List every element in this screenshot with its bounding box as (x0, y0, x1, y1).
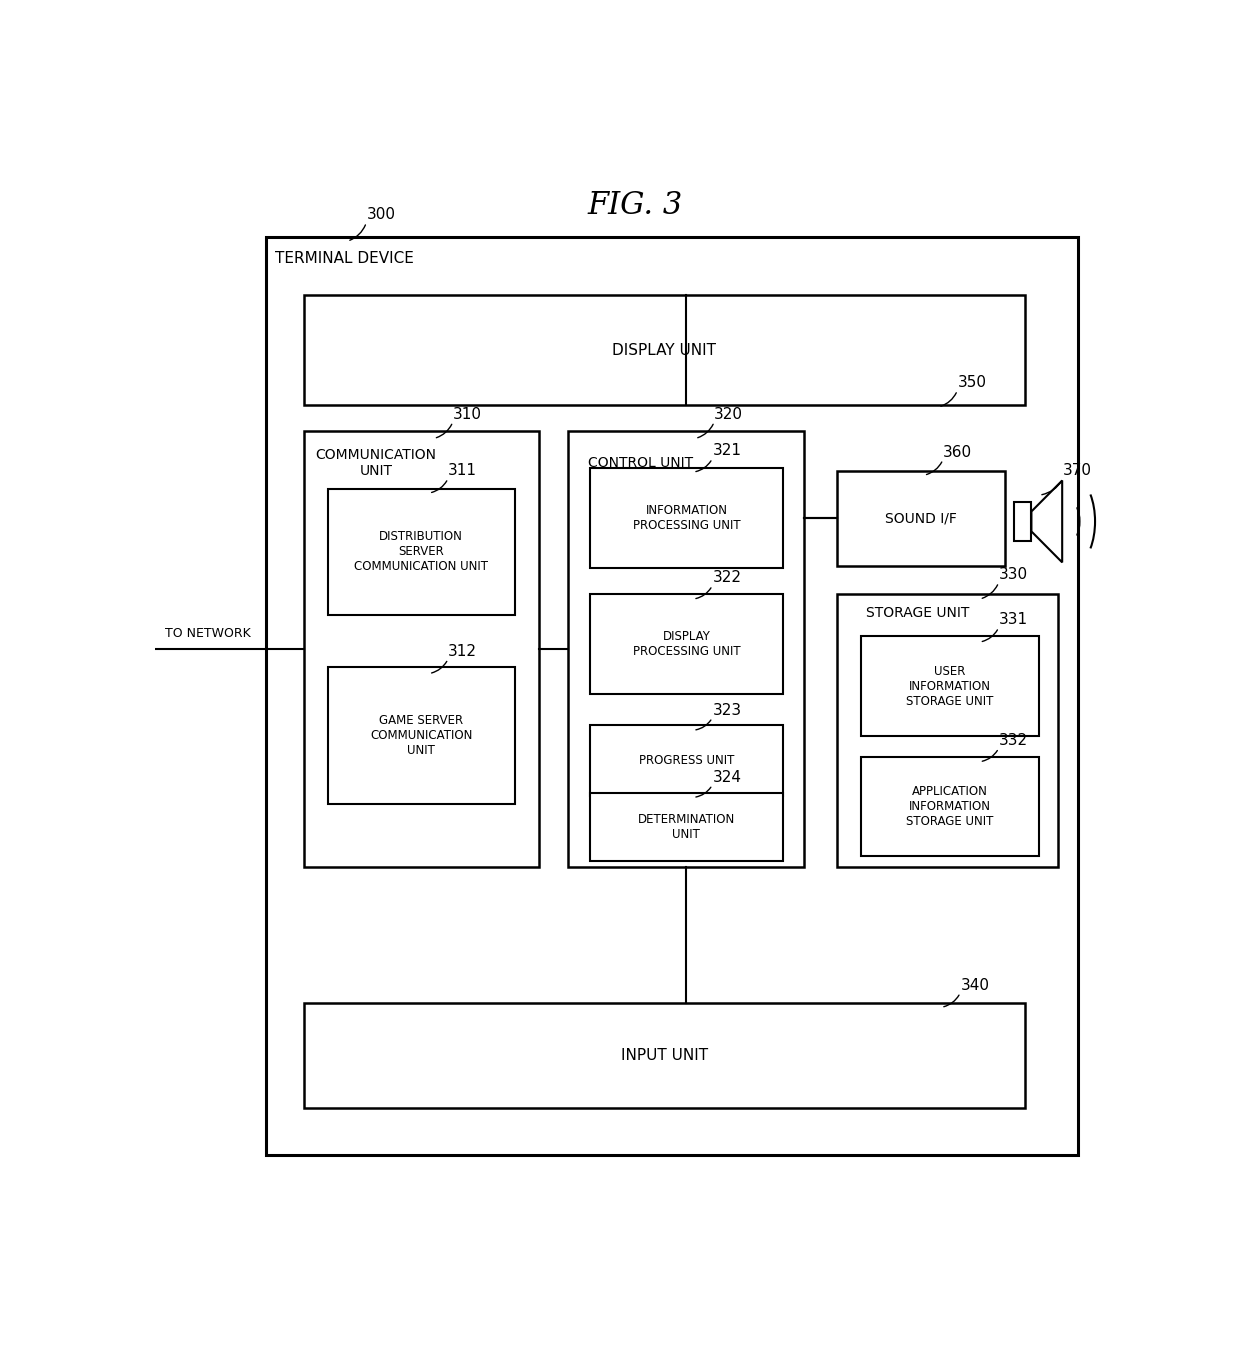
Bar (862, 635, 1039, 736)
Text: 350: 350 (957, 375, 987, 390)
Text: 360: 360 (942, 444, 972, 459)
Bar (590, 594, 782, 694)
Text: CONTROL UNIT: CONTROL UNIT (588, 455, 693, 470)
Text: 332: 332 (998, 733, 1028, 748)
Bar (304, 1003, 1024, 1108)
Text: 340: 340 (960, 977, 990, 992)
Text: INFORMATION
PROCESSING UNIT: INFORMATION PROCESSING UNIT (632, 504, 740, 533)
Text: COMMUNICATION
UNIT: COMMUNICATION UNIT (315, 447, 436, 478)
Text: APPLICATION
INFORMATION
STORAGE UNIT: APPLICATION INFORMATION STORAGE UNIT (906, 785, 993, 829)
Text: STORAGE UNIT: STORAGE UNIT (866, 605, 970, 620)
Text: 311: 311 (448, 463, 477, 478)
Bar (265, 237, 1078, 1156)
Text: USER
INFORMATION
STORAGE UNIT: USER INFORMATION STORAGE UNIT (906, 665, 993, 707)
Text: INPUT UNIT: INPUT UNIT (621, 1048, 708, 1063)
Bar (590, 468, 782, 567)
Bar (304, 431, 539, 867)
Text: DISPLAY UNIT: DISPLAY UNIT (613, 343, 717, 358)
Bar (837, 594, 1058, 867)
Text: DISPLAY
PROCESSING UNIT: DISPLAY PROCESSING UNIT (632, 630, 740, 658)
Text: PROGRESS UNIT: PROGRESS UNIT (639, 754, 734, 767)
Polygon shape (1032, 481, 1063, 563)
Text: TO NETWORK: TO NETWORK (165, 627, 250, 641)
Text: DETERMINATION
UNIT: DETERMINATION UNIT (637, 812, 735, 841)
Text: FIG. 3: FIG. 3 (588, 189, 683, 221)
Bar (568, 431, 804, 867)
Text: DISTRIBUTION
SERVER
COMMUNICATION UNIT: DISTRIBUTION SERVER COMMUNICATION UNIT (355, 530, 489, 574)
Text: GAME SERVER
COMMUNICATION
UNIT: GAME SERVER COMMUNICATION UNIT (370, 714, 472, 756)
Bar (837, 472, 1006, 566)
Text: 370: 370 (1063, 463, 1092, 478)
Text: 320: 320 (714, 406, 743, 421)
Bar (590, 793, 782, 861)
Bar (304, 294, 1024, 405)
Bar (327, 668, 516, 804)
Text: 330: 330 (998, 567, 1028, 582)
Bar (327, 489, 516, 615)
Text: TERMINAL DEVICE: TERMINAL DEVICE (275, 251, 414, 266)
Bar (590, 725, 782, 796)
Text: 323: 323 (712, 703, 742, 718)
Text: 322: 322 (712, 571, 742, 586)
Text: 331: 331 (998, 612, 1028, 627)
Text: 310: 310 (453, 406, 482, 421)
Text: 300: 300 (367, 207, 396, 222)
Text: 312: 312 (448, 643, 477, 658)
Text: 321: 321 (712, 443, 742, 458)
Text: SOUND I/F: SOUND I/F (885, 511, 957, 525)
Text: 324: 324 (712, 770, 742, 785)
Bar (862, 756, 1039, 856)
Bar (1014, 502, 1032, 541)
